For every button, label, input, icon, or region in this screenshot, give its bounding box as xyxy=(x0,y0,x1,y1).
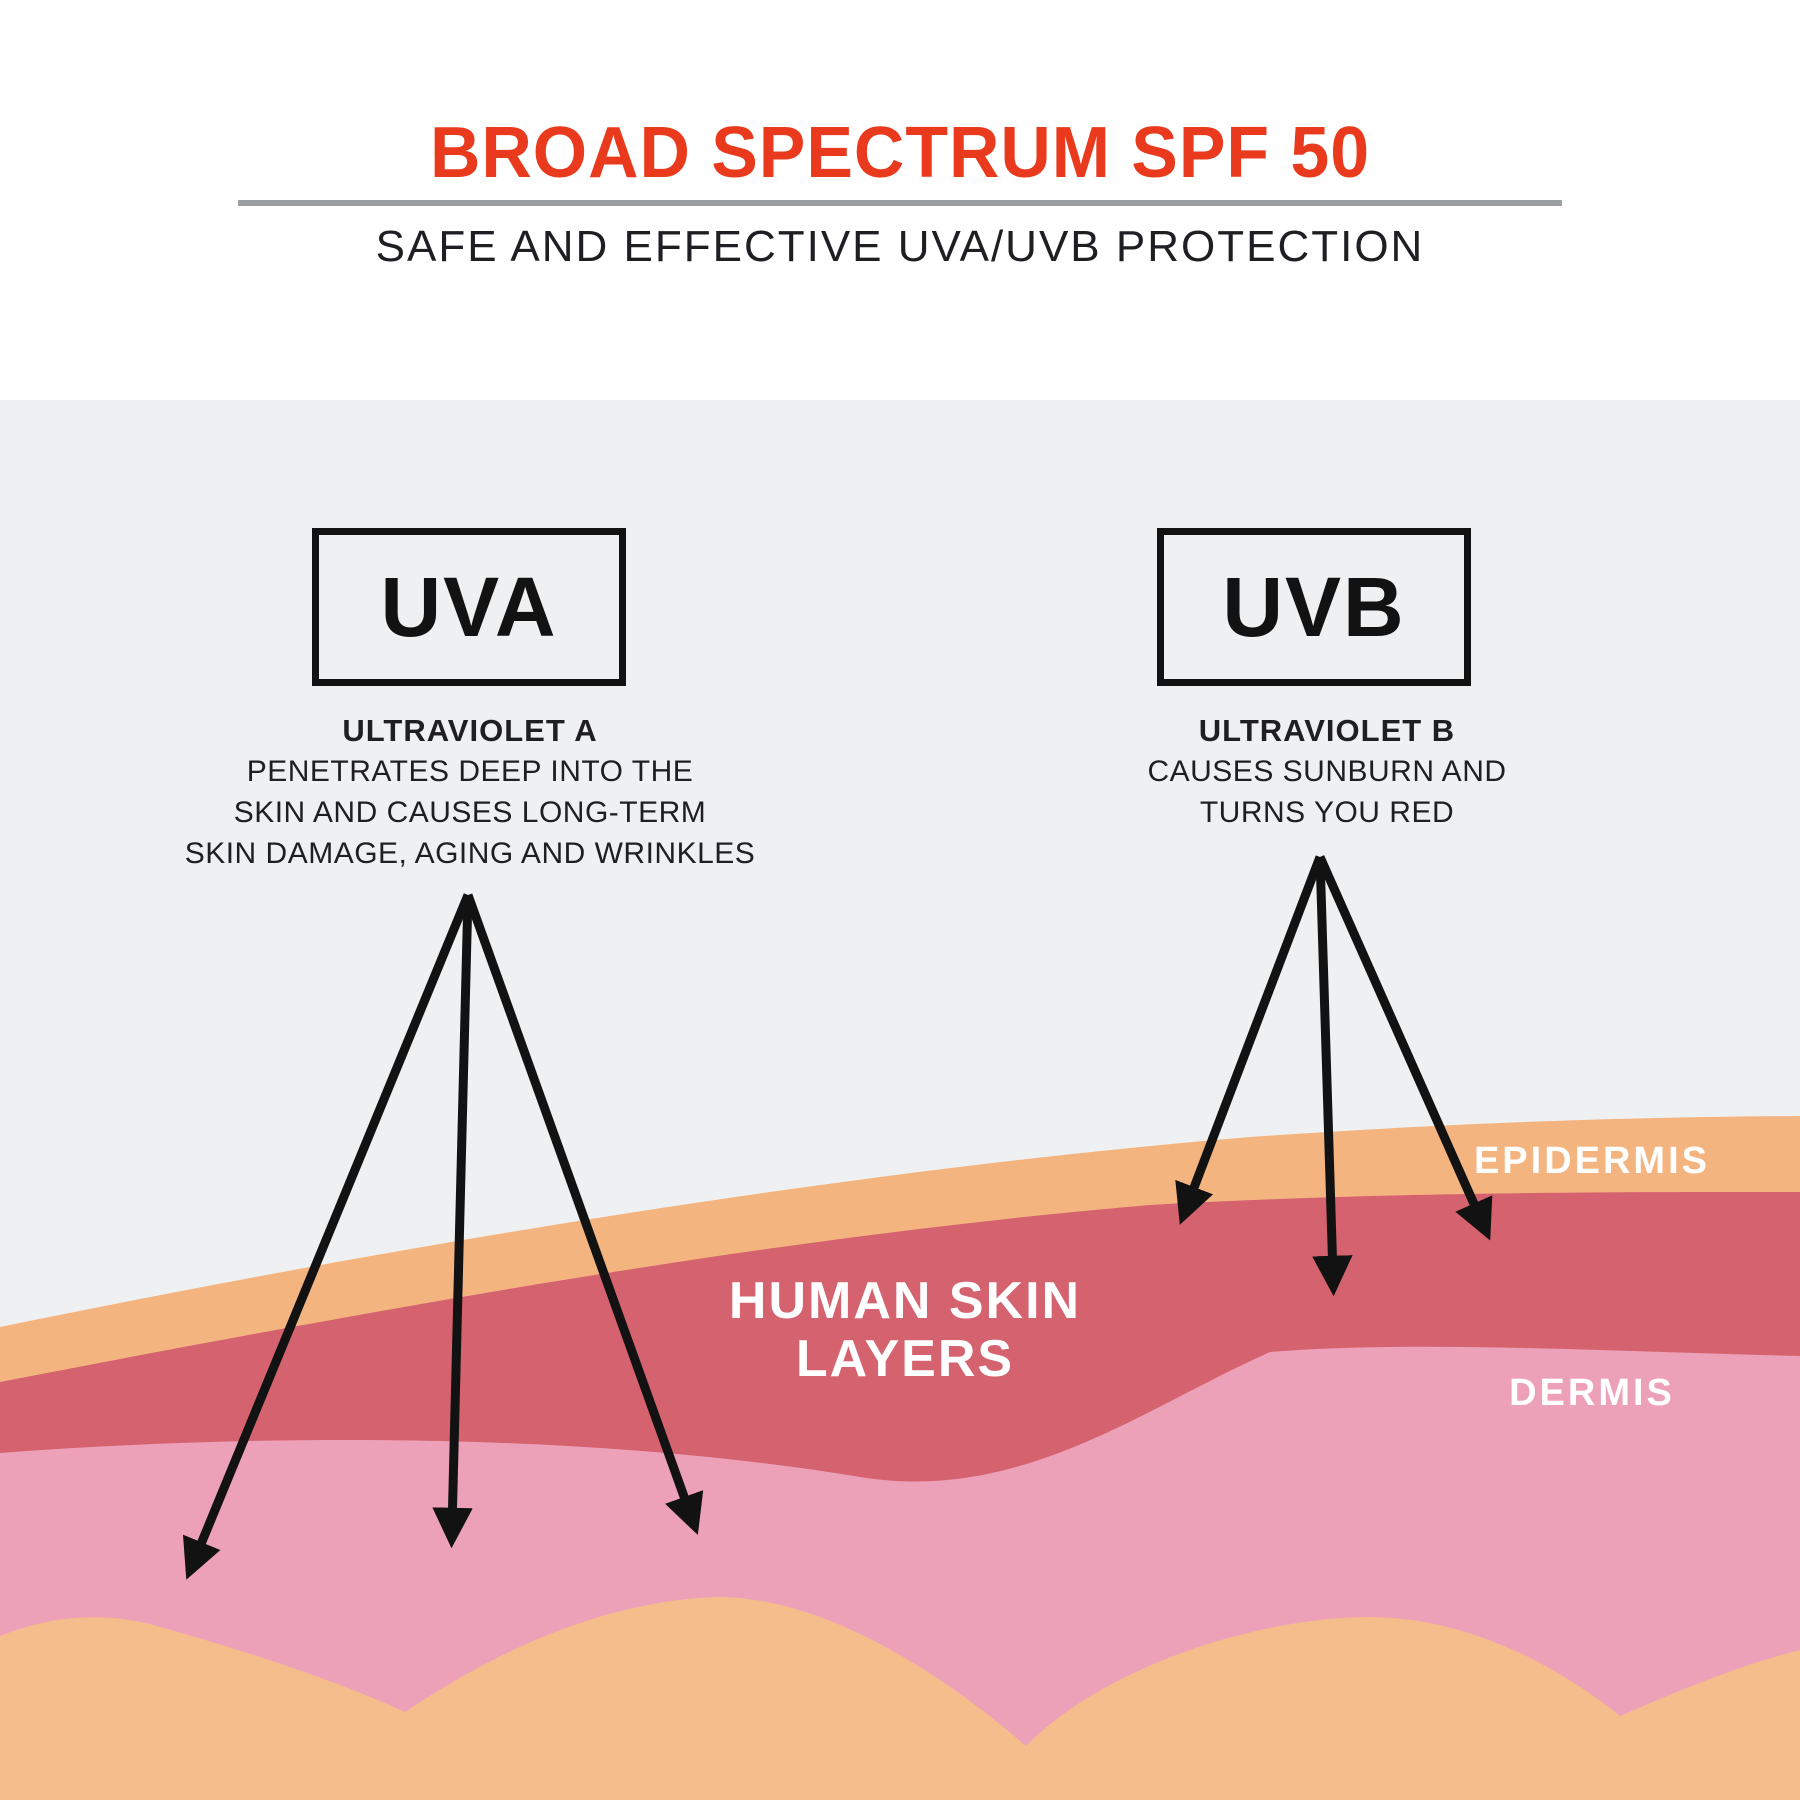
subcutaneous-layer xyxy=(0,1597,1800,1800)
uva-ray-right xyxy=(463,893,704,1536)
uva-rays xyxy=(182,893,704,1580)
uva-description: ULTRAVIOLET A PENETRATES DEEP INTO THE S… xyxy=(120,710,820,874)
uva-box-label: UVA xyxy=(380,559,558,654)
uvb-ray-right xyxy=(1315,855,1493,1241)
uvb-ray-middle xyxy=(1312,856,1353,1297)
layers-line: LAYERS xyxy=(795,1330,1015,1388)
uvb-box-label: UVB xyxy=(1222,559,1406,654)
uvb-heading: ULTRAVIOLET B xyxy=(1198,713,1456,748)
dermis-label: DERMIS xyxy=(1509,1372,1675,1414)
page-title: BROAD SPECTRUM SPF 50 xyxy=(429,113,1371,193)
uva-box: UVA xyxy=(312,528,626,686)
uvb-line-1: CAUSES SUNBURN AND xyxy=(1147,755,1507,788)
epidermis-label: EPIDERMIS xyxy=(1473,1140,1710,1182)
uvb-rays xyxy=(1175,855,1493,1297)
human-skin-layers-label: HUMAN SKIN LAYERS xyxy=(655,1272,1155,1388)
uva-ray-middle xyxy=(432,894,473,1549)
page-subtitle: SAFE AND EFFECTIVE UVA/UVB PROTECTION xyxy=(375,222,1425,271)
uvb-ray-left xyxy=(1175,855,1325,1225)
uvb-line-2: TURNS YOU RED xyxy=(1199,796,1455,829)
uva-line-3: SKIN DAMAGE, AGING AND WRINKLES xyxy=(184,837,756,870)
uvb-box: UVB xyxy=(1157,528,1471,686)
uva-heading: ULTRAVIOLET A xyxy=(342,713,598,748)
uva-line-1: PENETRATES DEEP INTO THE xyxy=(246,755,694,788)
uva-ray-left xyxy=(182,893,473,1580)
human-skin-line: HUMAN SKIN xyxy=(728,1272,1082,1330)
uvb-description: ULTRAVIOLET B CAUSES SUNBURN AND TURNS Y… xyxy=(1030,710,1624,833)
uva-line-2: SKIN AND CAUSES LONG-TERM xyxy=(233,796,707,829)
title-divider xyxy=(238,200,1562,206)
